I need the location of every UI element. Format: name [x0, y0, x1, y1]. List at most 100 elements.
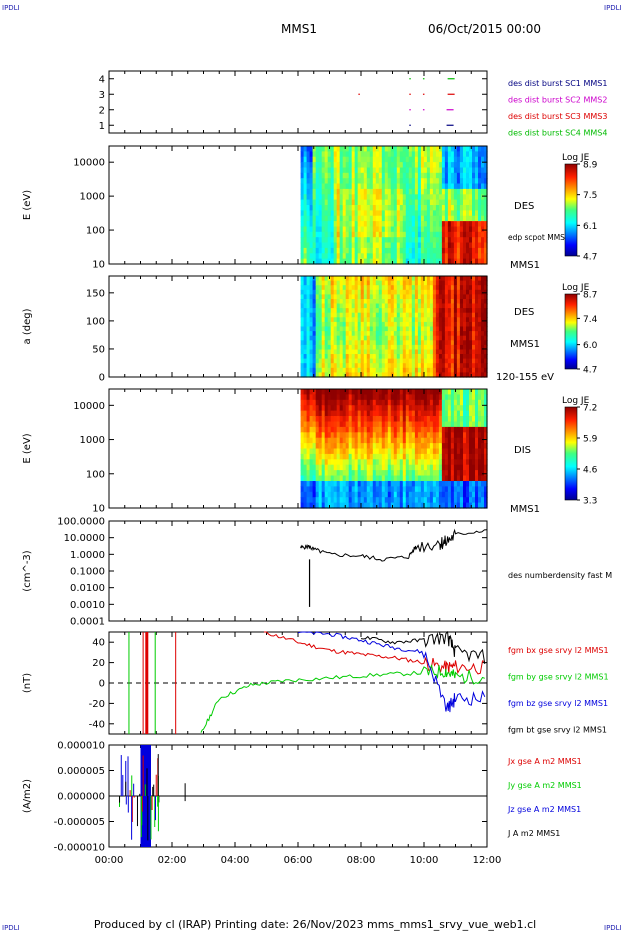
des_energy-pixel: [417, 237, 422, 244]
des_energy-pixel: [475, 221, 479, 228]
des_energy-pixel: [423, 188, 428, 195]
dis_energy-pixel: [441, 475, 446, 482]
dis_energy-pixel: [393, 486, 398, 493]
des_energy-pixel: [426, 253, 431, 260]
dis_energy-pixel: [375, 410, 380, 417]
dis_energy-pixel: [306, 443, 311, 450]
dis_energy-pixel: [336, 486, 341, 493]
dis_energy-pixel: [408, 475, 413, 482]
des_pitch-pixel: [393, 326, 398, 332]
des_energy-pixel: [375, 221, 380, 228]
time-axis-tick-label: 08:00: [347, 855, 376, 866]
des_pitch-pixel: [459, 312, 464, 318]
des_energy-pixel: [411, 221, 416, 228]
dis_energy-pixel: [306, 448, 311, 455]
des_energy-pixel: [360, 205, 365, 211]
des_energy-pixel: [348, 172, 353, 179]
dis_energy-pixel: [444, 475, 449, 482]
des_energy-pixel: [444, 194, 449, 201]
dis_energy-pixel: [336, 405, 341, 412]
dis_energy-pixel: [366, 437, 371, 444]
des_energy-pixel: [420, 199, 425, 206]
dis_energy-pixel: [348, 464, 353, 471]
dis_energy-pixel: [336, 464, 341, 471]
des_pitch-pixel: [372, 367, 377, 373]
des_pitch-pixel: [381, 303, 386, 309]
des_energy-pixel: [411, 215, 416, 222]
dis_energy-pixel: [463, 426, 467, 433]
des_energy-pixel: [463, 167, 467, 174]
des_energy-pixel: [432, 183, 437, 190]
des_energy-pixel: [372, 210, 377, 217]
des_pitch-pixel: [303, 289, 308, 295]
dis_energy-pixel: [396, 502, 401, 509]
des_pitch-pixel: [432, 285, 437, 291]
des_energy-pixel: [484, 253, 488, 260]
des_energy-pixel: [333, 247, 338, 254]
des_pitch-pixel: [387, 363, 392, 369]
des_energy-pixel: [342, 183, 347, 190]
des_pitch-pixel: [357, 312, 362, 318]
des_pitch-pixel: [463, 317, 467, 323]
des_energy-pixel: [390, 183, 395, 190]
des_energy-pixel: [345, 167, 350, 174]
des_energy-pixel: [336, 167, 341, 174]
des_energy-pixel: [417, 221, 422, 228]
des_energy-pixel: [393, 162, 398, 169]
dis_energy-pixel: [444, 432, 449, 439]
des_pitch-pixel: [330, 367, 335, 373]
des_pitch-pixel: [396, 340, 401, 346]
des_pitch-pixel: [315, 285, 320, 291]
dis_energy-pixel: [408, 486, 413, 493]
dis_energy-pixel: [357, 459, 362, 466]
des_energy-pixel: [360, 194, 365, 201]
des_pitch-pixel: [435, 299, 440, 305]
des_energy-pixel: [417, 215, 422, 222]
des_pitch-pixel: [432, 354, 437, 360]
dis_energy-pixel: [432, 453, 437, 460]
des_energy-pixel: [369, 215, 374, 222]
dis_energy-pixel: [402, 448, 407, 455]
des_energy-pixel: [447, 205, 452, 211]
des_pitch-spacecraft-label: MMS1: [510, 339, 540, 350]
dis_energy-pixel: [475, 470, 479, 477]
des_pitch-pixel: [466, 299, 470, 305]
des_pitch-pixel: [420, 372, 425, 378]
dis_energy-pixel: [450, 437, 455, 444]
des_energy-pixel: [384, 258, 389, 265]
des_pitch-pixel: [456, 326, 461, 332]
des_energy-pixel: [351, 146, 356, 152]
des_pitch-pixel: [472, 331, 476, 337]
des_pitch-pixel: [354, 335, 359, 341]
des_energy-pixel: [390, 231, 395, 238]
des_pitch-pixel: [393, 299, 398, 305]
des_pitch-pixel: [432, 331, 437, 337]
des_pitch-pixel: [481, 354, 485, 360]
des_pitch-pixel: [435, 363, 440, 369]
des_pitch-pixel: [303, 294, 308, 300]
des_energy-pixel: [357, 156, 362, 163]
des_pitch-pixel: [384, 358, 389, 364]
des_pitch-pixel: [360, 289, 365, 295]
des_energy-pixel: [348, 231, 353, 238]
des_pitch-pixel: [405, 363, 410, 369]
dis_energy-pixel: [447, 459, 452, 466]
dis_energy-pixel: [357, 497, 362, 504]
des_pitch-pixel: [366, 358, 371, 364]
des_energy-pixel: [315, 151, 320, 158]
dis_energy-pixel: [429, 394, 434, 401]
des_energy-pixel: [405, 258, 410, 265]
des_pitch-pixel: [363, 372, 368, 378]
des_energy-pixel: [345, 221, 350, 228]
des_pitch-pixel: [420, 367, 425, 373]
des_energy-pixel: [435, 156, 440, 163]
des_pitch-pixel: [435, 303, 440, 309]
dis_energy-pixel: [312, 486, 317, 493]
des_energy-pixel: [408, 151, 413, 158]
dis_energy-pixel: [351, 464, 356, 471]
des_energy-pixel: [429, 183, 434, 190]
dis_energy-pixel: [354, 459, 359, 466]
des_energy-pixel: [357, 183, 362, 190]
des_pitch-pixel: [324, 349, 329, 355]
dis_energy-pixel: [411, 432, 416, 439]
